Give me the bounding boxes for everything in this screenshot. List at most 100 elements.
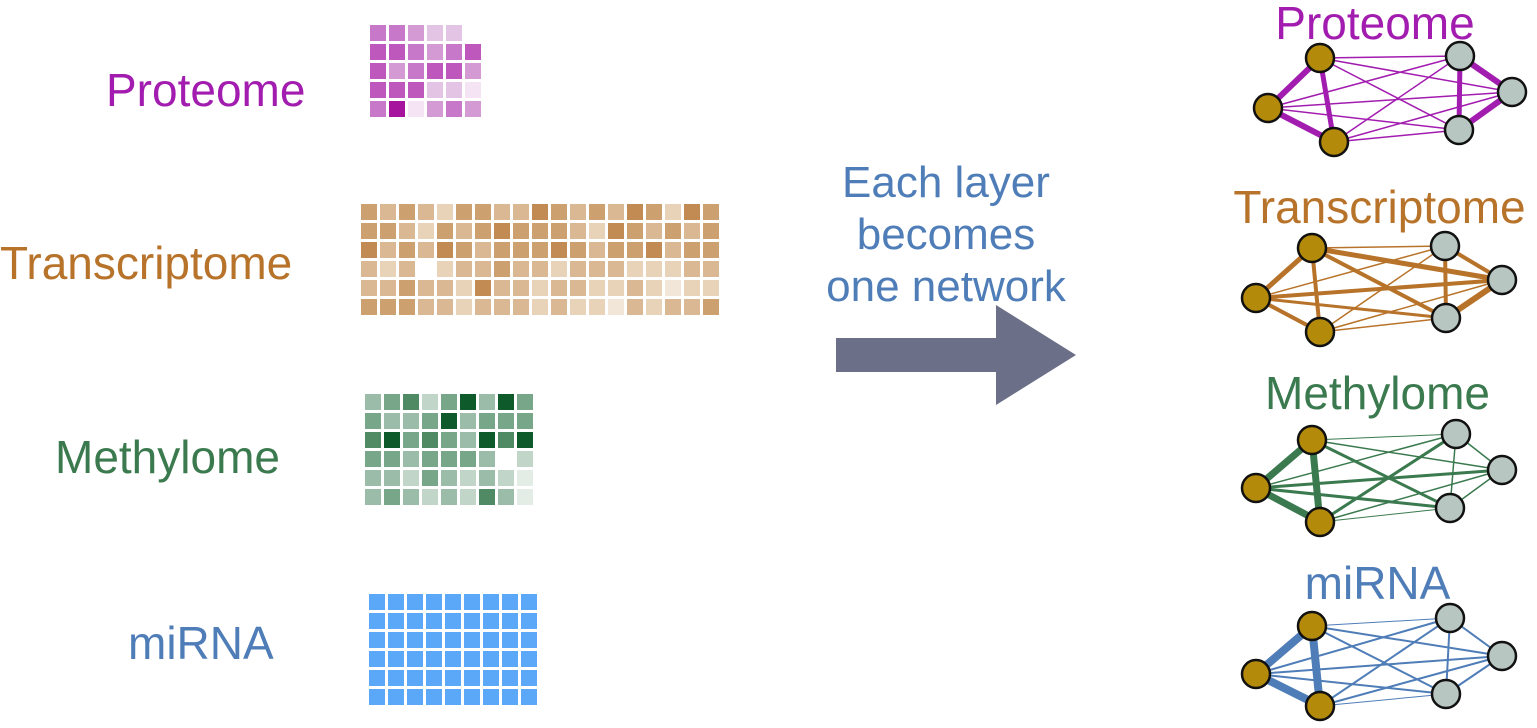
heatmap-cell <box>532 242 548 258</box>
heatmap-cell <box>418 204 434 220</box>
network-edge <box>1311 625 1503 657</box>
heatmap-cell <box>532 299 548 315</box>
heatmap-cell <box>427 44 443 60</box>
heatmap-cell <box>521 632 537 648</box>
heatmap-cell <box>627 204 643 220</box>
mirna-network-label: miRNA <box>1304 557 1451 609</box>
heatmap-cell <box>369 613 385 629</box>
network-node <box>1296 610 1328 642</box>
heatmap-cell <box>446 101 462 117</box>
transcriptome-network-label: Transcriptome <box>1233 181 1526 233</box>
heatmap-cell <box>475 261 491 277</box>
network-node <box>1486 640 1518 672</box>
heatmap-cell <box>703 261 719 277</box>
heatmap-cell <box>464 594 480 610</box>
network-edge <box>1311 246 1447 320</box>
heatmap-cell <box>532 204 548 220</box>
heatmap-cell <box>460 451 476 467</box>
heatmap-cell <box>665 299 681 315</box>
caption-line-3: one network <box>826 262 1066 311</box>
network-node <box>1434 602 1466 634</box>
heatmap-cell <box>446 82 462 98</box>
heatmap-cell <box>703 223 719 239</box>
heatmap-cell <box>403 413 419 429</box>
heatmap-cell <box>437 204 453 220</box>
network-node <box>1240 282 1272 314</box>
heatmap-cell <box>570 242 586 258</box>
heatmap-cell <box>521 613 537 629</box>
heatmap-cell <box>460 394 476 410</box>
heatmap-cell <box>513 204 529 220</box>
heatmap-cell <box>445 670 461 686</box>
heatmap-cell <box>589 242 605 258</box>
network-edge <box>1255 617 1451 675</box>
heatmap-cell <box>517 394 533 410</box>
heatmap-cell <box>494 223 510 239</box>
network-node <box>1296 424 1328 456</box>
heatmap-cell <box>456 223 472 239</box>
heatmap-cell <box>479 451 495 467</box>
proteome-network <box>1252 40 1528 158</box>
heatmap-cell <box>427 25 443 41</box>
heatmap-cell <box>403 432 419 448</box>
heatmap-cell <box>551 261 567 277</box>
heatmap-cell <box>426 632 442 648</box>
heatmap-cell <box>498 432 514 448</box>
network-edge <box>1311 438 1451 510</box>
heatmap-cell <box>380 261 396 277</box>
heatmap-cell <box>418 299 434 315</box>
heatmap-cell <box>703 280 719 296</box>
network-edge <box>1319 279 1503 333</box>
proteome-network-label: Proteome <box>1275 0 1475 49</box>
network-node <box>1318 126 1350 158</box>
heatmap-cell <box>464 670 480 686</box>
heatmap-cell <box>479 470 495 486</box>
heatmap-cell <box>384 432 400 448</box>
heatmap-cell <box>422 489 438 505</box>
heatmap-cell <box>475 280 491 296</box>
heatmap-cell <box>384 451 400 467</box>
heatmap-cell <box>365 470 381 486</box>
network-edge <box>1311 625 1447 695</box>
network-node <box>1430 678 1462 710</box>
heatmap-cell <box>465 44 481 60</box>
heatmap-cell <box>399 204 415 220</box>
heatmap-cell <box>407 594 423 610</box>
heatmap-cell <box>418 223 434 239</box>
network-edge <box>1319 55 1461 59</box>
heatmap-cell <box>437 223 453 239</box>
heatmap-cell <box>498 470 514 486</box>
heatmap-cell <box>369 594 385 610</box>
transcriptome-label: Transcriptome <box>0 237 293 289</box>
network-edge <box>1319 57 1460 131</box>
heatmap-cell <box>422 470 438 486</box>
network-node <box>1296 232 1328 264</box>
heatmap-cell <box>502 613 518 629</box>
network-node <box>1486 264 1518 296</box>
heatmap-cell <box>407 689 423 705</box>
caption-text: Each layer becomes one network <box>800 157 1092 313</box>
heatmap-cell <box>427 101 443 117</box>
heatmap-cell <box>498 451 514 467</box>
heatmap-cell <box>365 413 381 429</box>
network-node <box>1304 506 1336 538</box>
heatmap-cell <box>517 470 533 486</box>
caption-line-2: becomes <box>856 210 1036 259</box>
heatmap-cell <box>408 44 424 60</box>
network-node <box>1443 114 1475 146</box>
heatmap-cell <box>665 261 681 277</box>
heatmap-cell <box>380 242 396 258</box>
heatmap-cell <box>521 651 537 667</box>
heatmap-cell <box>589 204 605 220</box>
transcriptome-network <box>1240 230 1518 348</box>
heatmap-cell <box>384 470 400 486</box>
heatmap-cell <box>369 651 385 667</box>
heatmap-cell <box>388 632 404 648</box>
network-edge <box>1333 55 1461 143</box>
heatmap-cell <box>437 299 453 315</box>
heatmap-cell <box>513 299 529 315</box>
heatmap-cell <box>465 63 481 79</box>
heatmap-cell <box>502 689 518 705</box>
network-edge <box>1311 245 1446 249</box>
heatmap-cell <box>388 670 404 686</box>
